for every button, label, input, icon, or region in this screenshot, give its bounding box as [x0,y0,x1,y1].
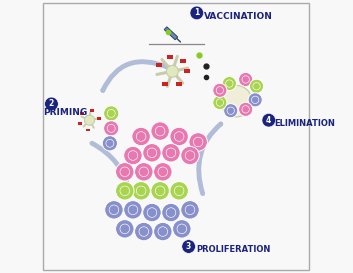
Circle shape [190,6,204,20]
Circle shape [189,133,207,151]
Polygon shape [164,27,178,40]
FancyArrowPatch shape [199,124,221,194]
Circle shape [173,219,191,238]
Bar [90,109,94,112]
Circle shape [154,163,172,181]
Circle shape [170,127,189,146]
Bar [97,117,101,120]
Circle shape [154,222,172,241]
Circle shape [124,146,142,165]
FancyArrowPatch shape [103,62,168,90]
Circle shape [134,163,153,181]
Circle shape [104,106,119,121]
Circle shape [181,146,199,165]
Circle shape [124,201,142,219]
Circle shape [134,222,153,241]
Text: 2: 2 [49,99,54,108]
Circle shape [104,121,119,136]
Bar [156,63,162,67]
Circle shape [248,93,262,107]
Circle shape [213,83,227,97]
Bar [180,59,186,63]
Circle shape [170,182,189,200]
Circle shape [166,65,178,77]
Text: 3: 3 [186,242,191,251]
Circle shape [102,136,118,151]
Text: PRIMING: PRIMING [43,108,88,117]
Circle shape [250,79,264,93]
Circle shape [115,163,134,181]
Bar [184,69,190,73]
Circle shape [143,144,161,162]
Circle shape [220,85,252,117]
Circle shape [262,113,276,127]
Bar [78,122,82,125]
Circle shape [222,76,237,91]
Text: 1: 1 [194,8,199,17]
Circle shape [181,201,199,219]
Circle shape [115,182,134,200]
Circle shape [151,122,169,140]
Circle shape [115,219,134,238]
Circle shape [45,97,58,111]
Text: 4: 4 [266,116,271,125]
Bar [176,82,182,87]
Text: ELIMINATION: ELIMINATION [275,119,336,128]
Bar [167,55,173,59]
Circle shape [105,201,123,219]
Circle shape [151,182,169,200]
Circle shape [162,203,180,222]
Text: VACCINATION: VACCINATION [204,13,273,22]
Circle shape [224,104,238,118]
Circle shape [143,203,161,222]
Text: PROLIFERATION: PROLIFERATION [196,245,270,254]
Circle shape [182,240,196,253]
Circle shape [132,127,150,146]
Circle shape [162,144,180,162]
Bar [80,112,84,115]
FancyArrowPatch shape [92,143,129,191]
Bar [86,129,90,131]
Bar [162,82,168,86]
Circle shape [239,72,253,87]
Circle shape [84,115,95,125]
Circle shape [239,102,253,116]
Circle shape [213,96,227,110]
Circle shape [132,182,150,200]
